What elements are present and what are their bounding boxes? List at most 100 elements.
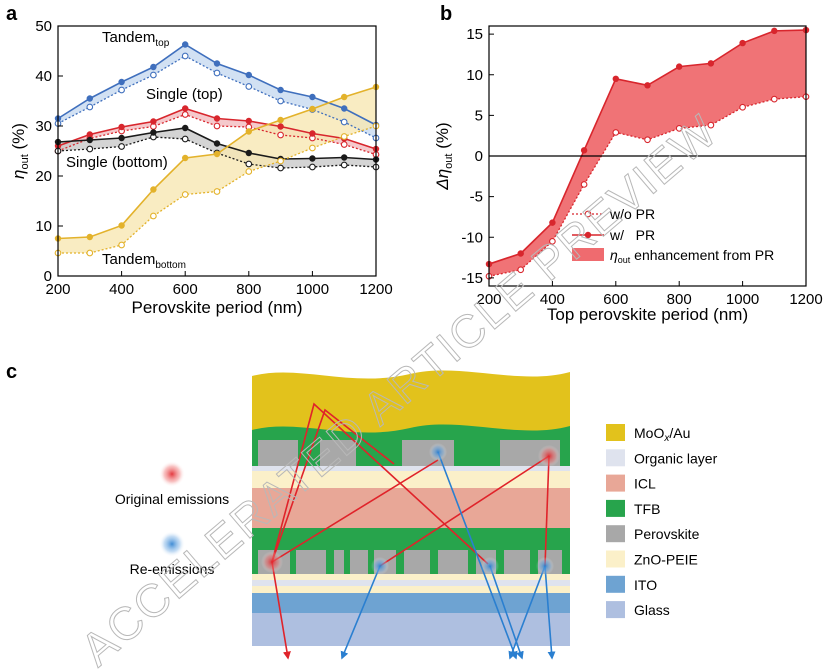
x-tick-label: 400 [540, 291, 565, 308]
legend-without-pr-marker [584, 210, 592, 218]
point-without-pr [612, 129, 620, 136]
original-emission-source [261, 551, 283, 573]
point-single_top-without-pr [181, 111, 189, 118]
x-axis-label: Top perovskite period (nm) [547, 305, 748, 324]
legend-swatch-mooxau [606, 424, 625, 441]
panel-b-chart: b 200 400 600 800 1000 1200 -15 -10 -5 0 5 10 15 Top … [433, 3, 823, 324]
point-single_bottom-with-pr [341, 154, 348, 161]
panel-a-bands [58, 44, 376, 253]
point-tandem_top-without-pr [245, 83, 253, 90]
point-tandem_top-without-pr [150, 71, 157, 79]
panel-b-band [489, 30, 806, 277]
point-single_top-with-pr [182, 105, 189, 112]
point-single_bottom-with-pr [213, 140, 221, 147]
re-emission-source [371, 557, 389, 575]
perovskite-block [350, 550, 368, 574]
point-without-pr [739, 103, 746, 111]
point-tandem_top-with-pr [341, 105, 348, 112]
panel-b-legend: w/o PR w/ PR ηout enhancement from PR [572, 206, 774, 265]
point-tandem_top-with-pr [150, 63, 157, 71]
panel-a-axes: 200 400 600 800 1000 1200 0 10 20 30 40 50 Perovskit… [9, 18, 393, 317]
annotation-tandem_top: Tandemtop [102, 29, 170, 49]
x-tick-label: 1000 [726, 291, 759, 308]
legend-swatch-organic [606, 449, 625, 467]
point-single_top-without-pr [340, 141, 348, 148]
legend-with-pr-label: w/ PR [609, 227, 655, 243]
legend-swatch-ito [606, 575, 625, 593]
point-with-pr [771, 27, 778, 35]
point-tandem_bottom-with-pr [245, 128, 252, 135]
y-axis-label: Δηout (%) [433, 122, 455, 190]
point-tandem_bottom-without-pr [118, 241, 125, 249]
legend-band-label: ηout enhancement from PR [610, 247, 774, 265]
point-single_bottom-without-pr [277, 164, 284, 172]
point-with-pr [739, 39, 746, 47]
legend-label-ito: ITO [634, 577, 657, 593]
layer-mooxau [252, 370, 570, 433]
point-tandem_bottom-with-pr [86, 233, 94, 241]
perovskite-block [504, 550, 530, 574]
layer-icl [252, 488, 570, 528]
point-tandem_top-without-pr [181, 52, 189, 60]
ray-re-emission [340, 565, 381, 660]
panel-a-frame [57, 25, 377, 277]
ray-re-emission [508, 565, 546, 660]
point-tandem_bottom-with-pr [213, 150, 221, 158]
y-tick-label: -10 [461, 229, 483, 246]
point-tandem_bottom-with-pr [182, 154, 189, 162]
legend-label-zno: ZnO-PEIE [634, 552, 698, 568]
legend-swatch-icl [606, 474, 625, 492]
ray-original [271, 408, 395, 563]
legend-swatch-tfb [606, 499, 625, 517]
panel-c-diagram: c [6, 361, 718, 660]
point-tandem_top-with-pr [182, 41, 189, 48]
point-without-pr [517, 266, 525, 274]
re-emission-source [481, 557, 499, 575]
pr-enhancement-band [489, 30, 806, 277]
point-single_bottom-without-pr [118, 143, 125, 150]
x-tick-label: 1000 [296, 281, 329, 298]
layer-organic-top [252, 464, 570, 471]
point-tandem_bottom-without-pr [340, 133, 348, 140]
point-tandem_bottom-with-pr [150, 186, 157, 193]
point-tandem_bottom-without-pr [86, 249, 94, 257]
point-tandem_top-with-pr [245, 71, 252, 79]
panel-label-b: b [440, 3, 452, 25]
perovskite-block [296, 550, 326, 574]
point-single_bottom-without-pr [86, 145, 94, 153]
point-tandem_bottom-without-pr [181, 191, 189, 198]
band-single_bottom [58, 128, 376, 168]
ray-original [271, 459, 439, 563]
point-with-pr [580, 147, 588, 154]
perovskite-top-grating [258, 440, 560, 466]
y-axis-label: ηout (%) [9, 123, 31, 179]
y-tick-label: -15 [461, 270, 483, 287]
point-with-pr [612, 75, 619, 83]
annotation-tandem_bottom: Tandembottom [102, 251, 186, 271]
point-tandem_bottom-without-pr [309, 144, 316, 152]
annotation-single_top: Single (top) [146, 86, 223, 103]
panel-a-annotations: Tandemtop Single (top) Single (bottom) Tand… [66, 29, 223, 271]
re-emission-label: Re-emissions [130, 561, 215, 577]
point-without-pr [707, 121, 715, 129]
y-tick-label: 50 [35, 18, 52, 35]
point-tandem_bottom-without-pr [245, 168, 253, 175]
y-tick-label: 10 [35, 218, 52, 235]
point-single_bottom-with-pr [309, 155, 316, 162]
line-single_bottom-without-pr [57, 136, 377, 169]
legend-swatch-perovskite [606, 525, 625, 543]
layer-organic-bottom [252, 580, 570, 586]
y-tick-label: 15 [466, 26, 483, 43]
layer-legend: MoOx/Au Organic layer ICL TFB Perovskite ZnO-… [606, 424, 718, 619]
point-single_top-with-pr [309, 130, 316, 137]
y-tick-label: 10 [466, 67, 483, 84]
point-tandem_top-without-pr [86, 103, 94, 111]
perovskite-block [334, 550, 344, 574]
device-stack [252, 370, 570, 646]
y-tick-label: 40 [35, 68, 52, 85]
point-with-pr [707, 60, 715, 67]
y-tick-label: -5 [470, 189, 483, 206]
point-without-pr [580, 181, 588, 188]
point-single_top-with-pr [118, 123, 125, 131]
perovskite-block [404, 550, 430, 574]
